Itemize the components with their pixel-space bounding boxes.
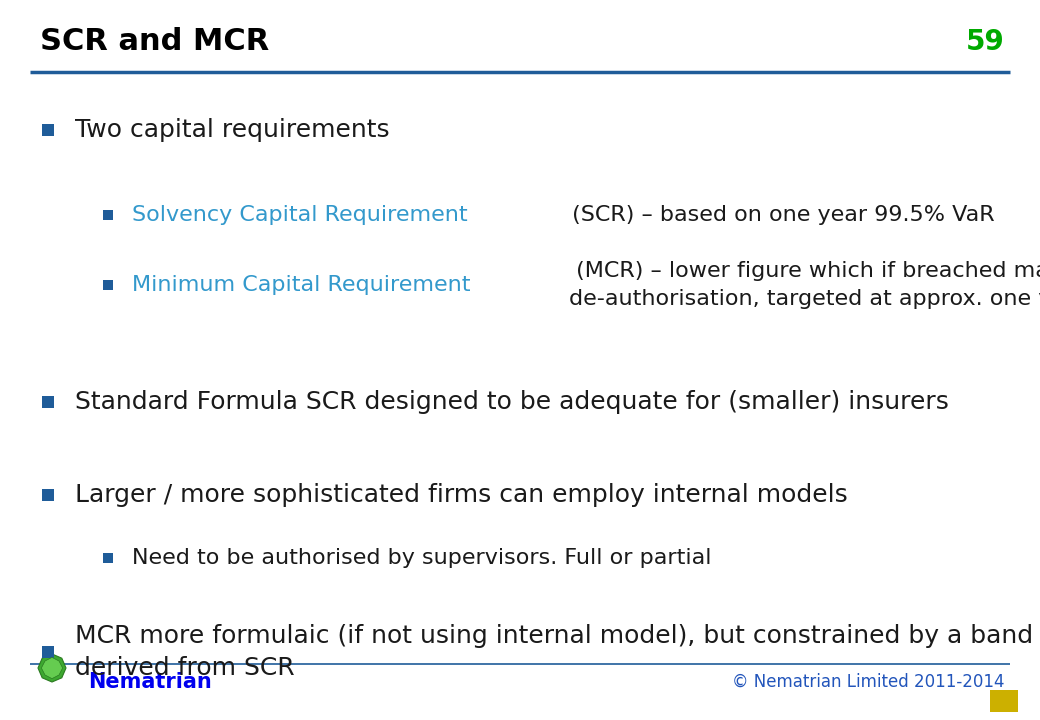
Text: Two capital requirements: Two capital requirements — [75, 118, 390, 142]
Bar — [103, 280, 113, 290]
Text: Need to be authorised by supervisors. Full or partial: Need to be authorised by supervisors. Fu… — [132, 548, 711, 568]
Text: Larger / more sophisticated firms can employ internal models: Larger / more sophisticated firms can em… — [75, 483, 848, 507]
Text: MCR more formulaic (if not using internal model), but constrained by a band
deri: MCR more formulaic (if not using interna… — [75, 624, 1033, 680]
Text: SCR and MCR: SCR and MCR — [40, 27, 269, 56]
Polygon shape — [42, 657, 62, 679]
Text: Nematrian: Nematrian — [88, 672, 212, 692]
Bar — [990, 690, 1018, 712]
Text: Minimum Capital Requirement: Minimum Capital Requirement — [132, 275, 470, 295]
Text: (SCR) – based on one year 99.5% VaR: (SCR) – based on one year 99.5% VaR — [565, 205, 994, 225]
Text: © Nematrian Limited 2011-2014: © Nematrian Limited 2011-2014 — [732, 673, 1005, 691]
Bar — [103, 210, 113, 220]
Text: (MCR) – lower figure which if breached may trigger
de-authorisation, targeted at: (MCR) – lower figure which if breached m… — [569, 261, 1040, 309]
Bar — [103, 553, 113, 563]
Bar — [42, 646, 54, 658]
Text: Standard Formula SCR designed to be adequate for (smaller) insurers: Standard Formula SCR designed to be adeq… — [75, 390, 948, 414]
Text: Solvency Capital Requirement: Solvency Capital Requirement — [132, 205, 468, 225]
Bar — [42, 396, 54, 408]
Bar — [42, 489, 54, 501]
Polygon shape — [38, 654, 66, 682]
Bar — [42, 124, 54, 136]
Text: 59: 59 — [966, 28, 1005, 56]
